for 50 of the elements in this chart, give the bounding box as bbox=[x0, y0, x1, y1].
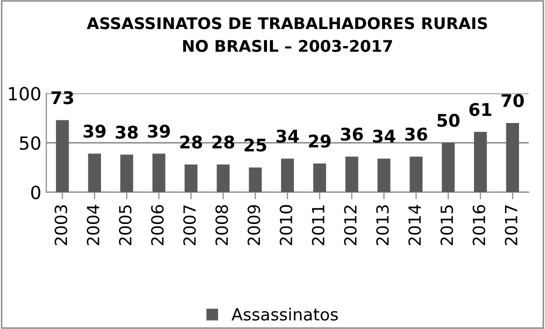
data-label: 39 bbox=[148, 124, 170, 138]
data-label: 36 bbox=[340, 128, 363, 141]
bar bbox=[313, 164, 326, 192]
bar bbox=[248, 167, 262, 192]
x-tick-label: 2017 bbox=[504, 205, 518, 246]
x-tick-label: 2005 bbox=[118, 205, 132, 246]
x-tick-label: 2004 bbox=[86, 204, 100, 246]
data-label: 38 bbox=[116, 126, 138, 139]
data-label: 34 bbox=[276, 130, 299, 143]
bar bbox=[410, 156, 423, 192]
bar bbox=[506, 123, 520, 192]
x-tick-label: 2014 bbox=[408, 204, 421, 246]
bar bbox=[184, 164, 198, 192]
bar bbox=[474, 132, 487, 192]
data-label: 29 bbox=[308, 134, 331, 148]
data-label: 28 bbox=[180, 136, 202, 149]
x-tick-label: 2012 bbox=[344, 206, 357, 246]
x-tick-label: 2016 bbox=[472, 204, 486, 246]
x-tick-label: 2013 bbox=[376, 205, 389, 246]
bar bbox=[152, 154, 166, 192]
bar bbox=[56, 120, 69, 192]
bar bbox=[345, 156, 358, 192]
y-tick-label: 50 bbox=[20, 136, 40, 150]
x-tick-label: 2011 bbox=[312, 205, 324, 246]
legend-label: Assassinatos bbox=[232, 308, 338, 321]
data-label: 39 bbox=[84, 124, 106, 138]
bar bbox=[281, 158, 294, 192]
data-label: 25 bbox=[244, 138, 266, 152]
data-label: 36 bbox=[405, 128, 428, 141]
bar bbox=[378, 158, 390, 192]
x-tick-label: 2006 bbox=[151, 204, 164, 246]
chart-title: ASSASSINATOS DE TRABALHADORES RURAIS NO BRASIL – 2003-2017 bbox=[86, 17, 488, 52]
data-label: 70 bbox=[502, 94, 524, 108]
data-label: 34 bbox=[373, 130, 396, 143]
data-label: 50 bbox=[438, 114, 460, 127]
x-tick-label: 2009 bbox=[248, 205, 260, 246]
x-tick-label: 2015 bbox=[440, 205, 454, 246]
bar bbox=[88, 154, 101, 192]
data-label: 28 bbox=[212, 136, 234, 149]
bar bbox=[120, 154, 134, 192]
y-tick-label: 0 bbox=[31, 186, 40, 200]
bar bbox=[216, 164, 230, 192]
x-tick-label: 2007 bbox=[183, 205, 196, 246]
x-tick-label: 2008 bbox=[215, 205, 228, 246]
data-label: 61 bbox=[469, 102, 492, 116]
data-label: 73 bbox=[51, 91, 74, 104]
x-tick-label: 2003 bbox=[54, 205, 68, 246]
bar bbox=[442, 142, 455, 192]
x-tick-label: 2010 bbox=[280, 205, 292, 246]
y-tick-label: 100 bbox=[8, 86, 40, 101]
